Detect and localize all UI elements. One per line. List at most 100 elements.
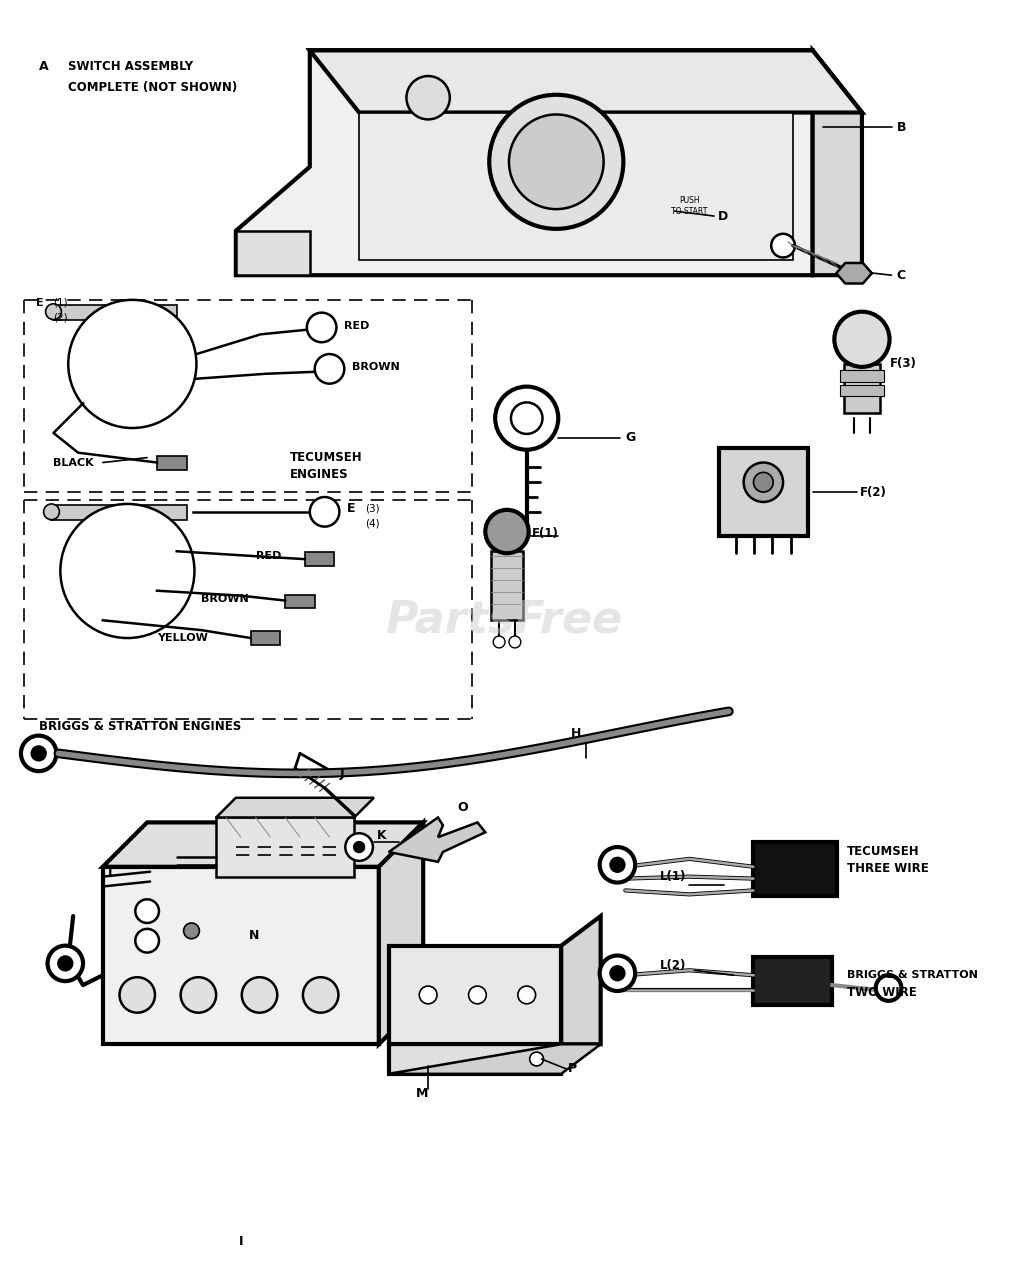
Text: G: G <box>626 431 636 444</box>
Circle shape <box>486 509 528 553</box>
Circle shape <box>419 986 437 1004</box>
Circle shape <box>180 977 216 1012</box>
Polygon shape <box>52 504 187 520</box>
Text: I: I <box>107 865 112 878</box>
Bar <box>753 957 832 1005</box>
Circle shape <box>76 520 178 622</box>
Text: M: M <box>417 1087 429 1100</box>
Circle shape <box>518 986 535 1004</box>
Circle shape <box>599 955 635 991</box>
Bar <box>491 552 523 621</box>
Circle shape <box>509 636 521 648</box>
Circle shape <box>46 303 62 320</box>
Text: F(3): F(3) <box>889 357 917 370</box>
Text: J: J <box>340 767 344 780</box>
Bar <box>845 364 880 413</box>
Circle shape <box>511 402 542 434</box>
Circle shape <box>31 746 46 760</box>
Text: L(2): L(2) <box>660 959 686 972</box>
Text: TWO WIRE: TWO WIRE <box>847 987 917 1000</box>
Polygon shape <box>102 867 379 1044</box>
Text: ENGINES: ENGINES <box>290 468 349 481</box>
Text: F(1): F(1) <box>531 527 559 540</box>
Text: THREE WIRE: THREE WIRE <box>847 863 929 876</box>
Polygon shape <box>812 50 862 275</box>
Circle shape <box>610 966 625 980</box>
Circle shape <box>346 833 373 861</box>
Polygon shape <box>388 946 561 1044</box>
Circle shape <box>120 977 155 1012</box>
Circle shape <box>876 975 901 1001</box>
Polygon shape <box>388 1044 600 1074</box>
Text: COMPLETE (NOT SHOWN): COMPLETE (NOT SHOWN) <box>68 82 237 95</box>
Text: BROWN: BROWN <box>202 594 249 604</box>
Text: PUSH
TO START: PUSH TO START <box>671 197 708 216</box>
Text: C: C <box>896 269 906 282</box>
Bar <box>631 182 748 221</box>
Bar <box>841 370 883 381</box>
Circle shape <box>44 504 60 520</box>
Circle shape <box>354 842 364 852</box>
Circle shape <box>61 504 195 637</box>
Text: BRIGGS & STRATTON ENGINES: BRIGGS & STRATTON ENGINES <box>39 721 241 733</box>
Text: TECUMSEH: TECUMSEH <box>290 451 363 465</box>
Bar <box>719 448 808 536</box>
Bar <box>626 177 753 225</box>
Polygon shape <box>236 230 310 275</box>
Bar <box>167 891 216 965</box>
Polygon shape <box>379 823 423 1044</box>
Circle shape <box>68 300 197 428</box>
Circle shape <box>135 900 159 923</box>
Text: B: B <box>896 120 906 134</box>
Circle shape <box>743 462 783 502</box>
Bar <box>305 552 335 566</box>
Circle shape <box>599 847 635 882</box>
Circle shape <box>184 923 200 938</box>
Circle shape <box>48 946 83 982</box>
Circle shape <box>529 1052 544 1066</box>
Text: RED: RED <box>256 552 281 561</box>
Text: (2): (2) <box>54 312 68 323</box>
Circle shape <box>59 956 72 970</box>
Circle shape <box>490 95 624 229</box>
Text: E: E <box>35 298 44 307</box>
Text: P: P <box>568 1062 577 1075</box>
Text: F(2): F(2) <box>860 485 887 499</box>
Polygon shape <box>102 823 423 867</box>
Text: K: K <box>377 828 386 842</box>
Polygon shape <box>54 305 176 320</box>
Bar <box>285 595 314 608</box>
Polygon shape <box>388 1044 561 1074</box>
Text: H: H <box>571 727 581 740</box>
Bar <box>150 861 177 874</box>
Circle shape <box>314 355 345 384</box>
Text: A: A <box>39 60 49 73</box>
Circle shape <box>509 114 603 209</box>
Text: BROWN: BROWN <box>352 362 400 372</box>
Circle shape <box>83 315 182 413</box>
Circle shape <box>135 929 159 952</box>
Text: TECUMSEH: TECUMSEH <box>847 846 920 859</box>
Text: (4): (4) <box>365 518 379 529</box>
Text: E: E <box>347 502 356 516</box>
Polygon shape <box>236 50 812 275</box>
Text: BLACK: BLACK <box>54 457 94 467</box>
Bar <box>753 842 838 896</box>
Text: N: N <box>248 929 259 942</box>
Text: (3): (3) <box>365 504 379 513</box>
Text: RED: RED <box>345 321 370 332</box>
Circle shape <box>772 234 795 257</box>
Text: (1): (1) <box>54 298 68 307</box>
Polygon shape <box>561 916 600 1044</box>
Polygon shape <box>310 50 862 113</box>
Text: BRIGGS & STRATTON: BRIGGS & STRATTON <box>847 970 979 980</box>
Circle shape <box>303 977 339 1012</box>
Text: L(1): L(1) <box>660 870 686 883</box>
Text: SWITCH ASSEMBLY: SWITCH ASSEMBLY <box>68 60 194 73</box>
Polygon shape <box>388 818 486 861</box>
Circle shape <box>468 986 487 1004</box>
Polygon shape <box>216 818 354 877</box>
Circle shape <box>407 76 450 119</box>
Text: YELLOW: YELLOW <box>157 634 208 643</box>
Bar <box>157 456 187 471</box>
